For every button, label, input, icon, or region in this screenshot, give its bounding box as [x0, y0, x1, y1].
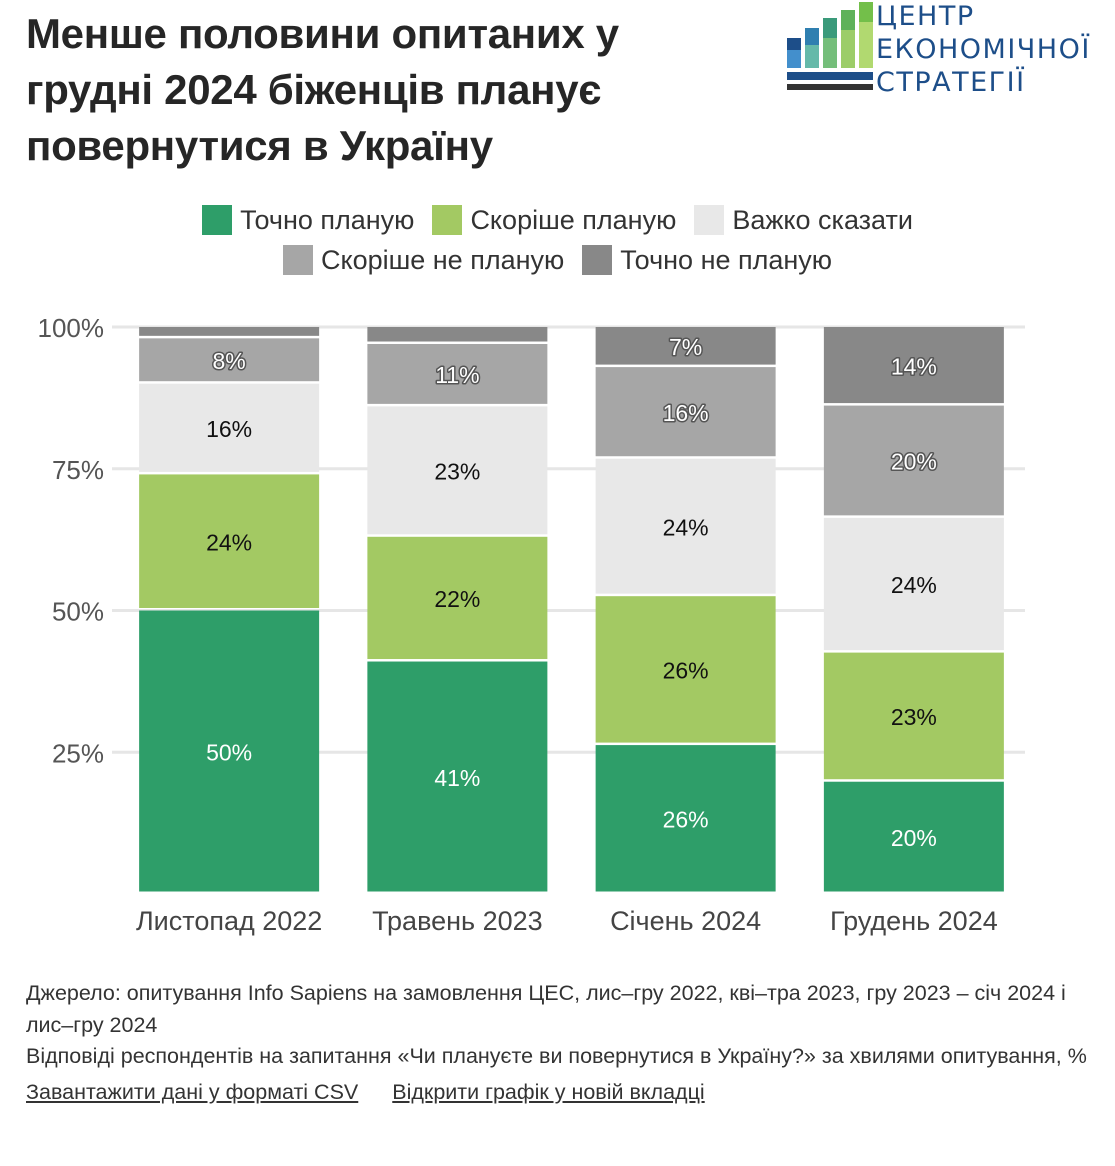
- bar-segment: [367, 327, 548, 342]
- data-label: 20%: [891, 449, 937, 475]
- legend-swatch-definitely-plan: [202, 205, 233, 235]
- legend-swatch-definitely-not-plan: [582, 245, 613, 275]
- title-line-1: Менше половини опитаних у: [26, 10, 619, 57]
- logo-line-3: СТРАТЕГІЇ: [876, 67, 1026, 98]
- data-label: 11%: [435, 362, 479, 388]
- chart-title: Менше половини опитаних у грудні 2024 бі…: [26, 6, 746, 174]
- x-tick-label: Листопад 2022: [136, 906, 322, 936]
- data-label: 7%: [669, 334, 702, 360]
- stacked-bar-chart: 25% 50% 75% 100% 50% 24% 16% 8% Листопад 2022 41%…: [38, 313, 1025, 936]
- bar-segment: [367, 661, 548, 892]
- legend-label: Точно не планую: [620, 244, 833, 275]
- bar-segment: [595, 745, 776, 892]
- data-label: 23%: [891, 704, 937, 730]
- data-label: 26%: [663, 658, 709, 684]
- bar-segment: [595, 596, 776, 743]
- y-tick-label: 25%: [52, 738, 104, 768]
- legend-item-rather-plan: Скоріше планую: [432, 205, 676, 236]
- chart-footer: Джерело: опитування Info Sapiens на замо…: [26, 978, 1111, 1108]
- bar-segment: [595, 327, 776, 365]
- y-tick-label: 100%: [38, 313, 105, 343]
- data-label: 24%: [891, 572, 937, 598]
- bar-segment: [595, 367, 776, 457]
- footer-links: Завантажити дані у форматі CSV Відкрити …: [26, 1077, 1111, 1109]
- bar-segment: [367, 406, 548, 535]
- bar-segment: [367, 536, 548, 660]
- bar-segment: [139, 610, 320, 892]
- title-line-2: грудні 2024 біженців планує: [26, 66, 602, 113]
- open-in-new-tab-link[interactable]: Відкрити графік у новій вкладці: [392, 1079, 705, 1104]
- bar-segment: [139, 338, 320, 382]
- data-label: 8%: [213, 348, 246, 374]
- legend-label: Важко сказати: [732, 204, 913, 235]
- bar-segment: [823, 781, 1004, 892]
- data-label: 41%: [434, 765, 480, 791]
- x-tick-label: Січень 2024: [610, 906, 761, 936]
- bar-segment: [139, 383, 320, 472]
- legend-item-rather-not-plan: Скоріше не планую: [282, 244, 565, 276]
- title-line-3: повернутися в Україну: [26, 122, 493, 169]
- legend-row-2: Скоріше не планую Точно не планую: [0, 240, 1115, 280]
- download-csv-link[interactable]: Завантажити дані у форматі CSV: [26, 1079, 359, 1104]
- bar-segment: [595, 458, 776, 594]
- legend-item-definitely-plan: Точно планую: [202, 205, 414, 236]
- x-tick-label: Грудень 2024: [830, 906, 998, 936]
- data-label: 22%: [434, 586, 480, 612]
- bar-segment: [139, 327, 320, 336]
- data-label: 20%: [891, 825, 937, 851]
- data-label: 26%: [663, 807, 709, 833]
- legend-label: Точно планую: [240, 204, 415, 235]
- legend-item-definitely-not-plan: Точно не планую: [582, 245, 832, 276]
- logo-text: ЦЕНТР ЕКОНОМІЧНОЇ СТРАТЕГІЇ: [876, 0, 1091, 99]
- question-note: Відповіді респондентів на запитання «Чи …: [26, 1044, 1087, 1068]
- chart-legend: Точно планую Скоріше планую Важко сказат…: [0, 200, 1115, 280]
- x-tick-label: Травень 2023: [372, 906, 543, 936]
- bar-segment: [823, 405, 1004, 516]
- bar-segment: [823, 327, 1004, 404]
- bar-segment: [139, 474, 320, 608]
- logo-line-1: ЦЕНТР: [876, 1, 975, 32]
- legend-item-hard-to-say: Важко сказати: [694, 205, 913, 236]
- data-label: 24%: [206, 529, 252, 555]
- legend-swatch-hard-to-say: [694, 205, 725, 235]
- data-label: 16%: [206, 416, 252, 442]
- legend-swatch-rather-plan: [432, 205, 463, 235]
- data-label: 16%: [663, 400, 709, 426]
- data-label: 14%: [891, 353, 937, 379]
- y-tick-label: 75%: [52, 455, 104, 485]
- legend-label: Скоріше не планую: [320, 244, 565, 275]
- legend-row-1: Точно планую Скоріше планую Важко сказат…: [0, 200, 1115, 240]
- y-tick-label: 50%: [52, 597, 104, 627]
- source-note: Джерело: опитування Info Sapiens на замо…: [26, 981, 1066, 1037]
- data-label: 24%: [663, 514, 709, 540]
- bar-segment: [823, 517, 1004, 651]
- legend-swatch-rather-not-plan: [282, 245, 313, 275]
- data-label: 23%: [434, 459, 480, 485]
- data-label: 50%: [206, 739, 252, 765]
- logo-line-2: ЕКОНОМІЧНОЇ: [876, 34, 1091, 65]
- bar-logo-icon: [787, 2, 873, 90]
- legend-label: Скоріше планую: [470, 204, 677, 235]
- bar-segment: [367, 344, 548, 404]
- bar-segment: [823, 652, 1004, 780]
